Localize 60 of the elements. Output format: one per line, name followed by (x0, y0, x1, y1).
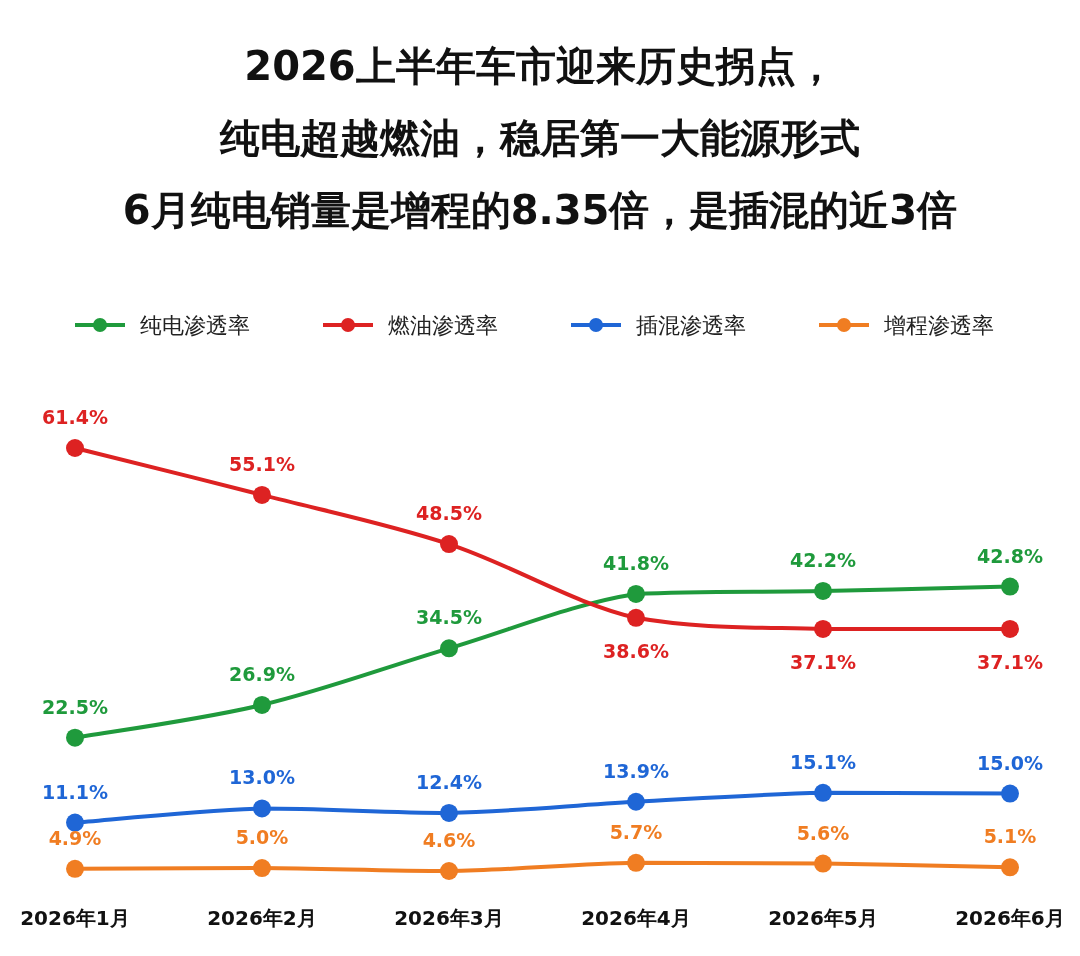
legend-label: 增程渗透率 (883, 313, 994, 338)
text: 4.9% (48, 826, 102, 849)
point (253, 859, 271, 878)
legend-label: 纯电渗透率 (140, 313, 250, 338)
point (1001, 858, 1019, 877)
point (1001, 619, 1019, 638)
text: 11.1% (42, 780, 108, 803)
point (814, 619, 832, 638)
text: 15.0% (977, 751, 1043, 774)
point (66, 813, 84, 832)
x-tick-label: 2026年6月 (955, 906, 1065, 930)
point (66, 439, 84, 457)
point (627, 608, 645, 627)
legend-label: 燃油渗透率 (388, 313, 498, 338)
data-label: 37.1% (790, 650, 856, 673)
point (627, 792, 645, 811)
point (627, 584, 645, 603)
data-label: 41.8% (603, 551, 669, 574)
data-label: 26.9% (229, 662, 295, 685)
data-label: 37.1% (977, 650, 1043, 673)
point (253, 695, 271, 714)
x-tick-label: 2026年4月 (581, 906, 691, 930)
text: 5.0% (235, 826, 289, 849)
text: 13.9% (603, 759, 669, 782)
text: 13.0% (229, 766, 295, 789)
point (253, 485, 271, 504)
point (814, 783, 832, 802)
data-label: 42.8% (977, 544, 1043, 567)
data-label: 48.5% (416, 502, 482, 525)
text: 15.1% (790, 750, 856, 773)
data-label: 61.4% (42, 406, 108, 428)
text: 5.1% (983, 825, 1037, 848)
point (440, 535, 458, 554)
data-label: 42.2% (790, 548, 856, 571)
legend-label: 插混渗透率 (636, 313, 746, 338)
data-label: 34.5% (416, 606, 482, 629)
text: 5.6% (796, 821, 850, 844)
x-tick-label: 2026年5月 (768, 906, 878, 930)
data-label: 38.6% (603, 639, 669, 662)
data-label: 55.1% (229, 452, 295, 475)
point (1001, 784, 1019, 803)
point (253, 799, 271, 818)
point (814, 581, 832, 600)
x-tick-label: 2026年2月 (207, 906, 317, 930)
point (440, 803, 458, 822)
chart-title: 2026上半年车市迎来历史拐点，纯电超越燃油，稳居第一大能源形式 (219, 43, 860, 161)
data-label: 22.5% (42, 695, 108, 718)
chart-subtitle: 6月纯电销量是增程的8.35倍，是插混的近3倍 (122, 187, 958, 233)
text: 12.4% (416, 770, 482, 793)
x-tick-label: 2026年1月 (20, 906, 130, 930)
point (440, 862, 458, 880)
text: 5.7% (609, 820, 663, 843)
point (814, 854, 832, 873)
point (66, 728, 84, 747)
x-tick-label: 2026年3月 (394, 906, 504, 930)
point (440, 639, 458, 658)
point (627, 853, 645, 872)
point (66, 859, 84, 878)
point (1001, 577, 1019, 596)
text: 4.6% (422, 829, 476, 851)
